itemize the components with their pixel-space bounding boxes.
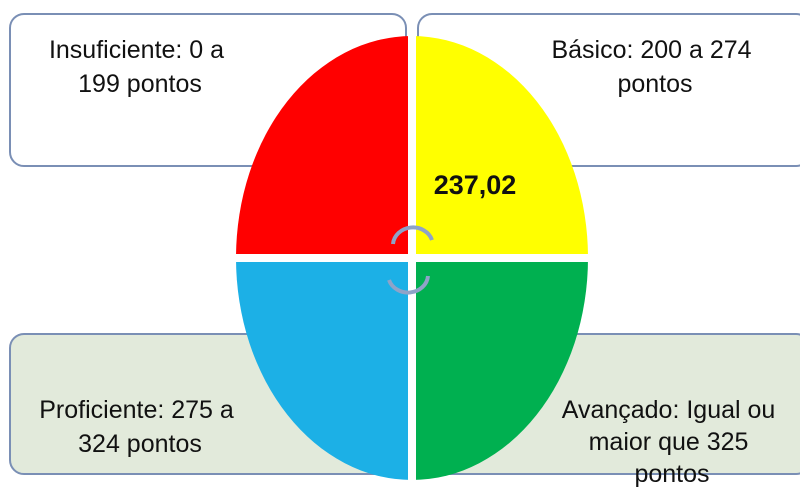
score: 237,02 (434, 170, 517, 200)
label-proficiente: Proficiente: 275 a 324 pontos (39, 396, 241, 458)
quadrant-green (412, 258, 588, 480)
cycle-icon (387, 225, 434, 295)
quadrant-yellow (412, 36, 588, 258)
arrow-bottom (387, 275, 430, 295)
label-line: maior que 325 (589, 428, 749, 456)
quadrant-blue (236, 258, 412, 480)
label-basico: Básico: 200 a 274 pontos (551, 36, 758, 98)
label-insuficiente: Insuficiente: 0 a 199 pontos (49, 36, 231, 98)
label-line: Básico: 200 a 274 (551, 36, 751, 64)
label-line: pontos (634, 460, 709, 488)
label-line: Avançado: Igual ou (562, 396, 776, 424)
label-avancado: Avançado: Igual ou maior que 325 pontos (562, 396, 783, 488)
label-line: Insuficiente: 0 a (49, 36, 224, 64)
label-line: 324 pontos (78, 430, 202, 458)
label-line: pontos (617, 70, 692, 98)
label-line: Proficiente: 275 a (39, 396, 234, 424)
arrow-top (391, 225, 434, 245)
quadrant-red (236, 36, 412, 258)
ellipse (228, 30, 596, 486)
label-line: 199 pontos (78, 70, 202, 98)
